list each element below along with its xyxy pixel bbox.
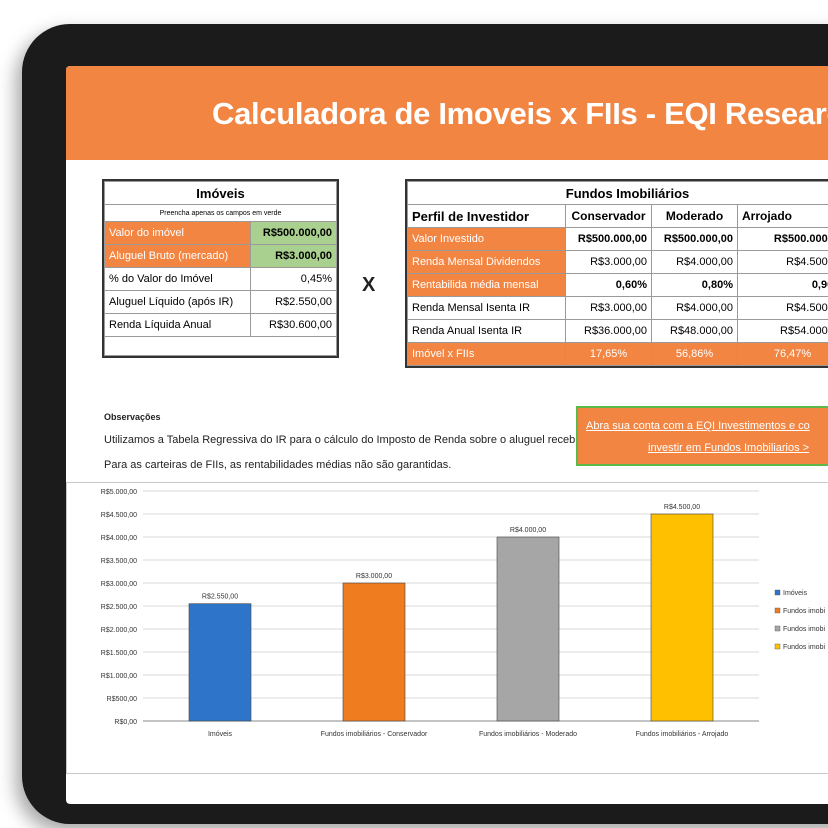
renda-mensal-isenta-conservador: R$3.000,00 — [565, 296, 652, 320]
spreadsheet-screen: Calculadora de Imoveis x FIIs - EQI Rese… — [66, 66, 828, 804]
rentabilidade-arrojado: 0,90% — [736, 273, 828, 297]
y-tick-label: R$3.000,00 — [101, 581, 137, 588]
renda-mensal-isenta-label: Renda Mensal Isenta IR — [407, 296, 566, 320]
renda-mensal-isenta-arrojado: R$4.500,00 — [736, 296, 828, 320]
legend-label: Fundos imobi — [783, 644, 825, 651]
aluguel-bruto-label: Aluguel Bruto (mercado) — [103, 244, 252, 268]
imoveis-header: Imóveis — [104, 181, 337, 205]
observacoes-title: Observações — [104, 412, 161, 422]
y-tick-label: R$5.000,00 — [101, 489, 137, 496]
valor-imovel-input[interactable]: R$500.000,00 — [250, 221, 337, 245]
x-tick-label: Fundos imobiliários - Arrojado — [636, 731, 729, 738]
rentabilidade-moderado: 0,80% — [651, 273, 738, 297]
chart-bar — [496, 536, 560, 722]
legend-swatch — [774, 607, 781, 614]
valor-investido-moderado: R$500.000,00 — [651, 227, 738, 251]
imovel-x-fiis-arrojado: 76,47% — [736, 342, 828, 366]
imovel-x-fiis-label: Imóvel x FIIs — [407, 342, 566, 366]
chart-bar — [650, 513, 714, 722]
valor-investido-label: Valor Investido — [407, 227, 566, 251]
percent-valor-label: % do Valor do Imóvel — [103, 267, 252, 291]
renda-anual-isenta-arrojado: R$54.000,00 — [736, 319, 828, 343]
data-label: R$3.000,00 — [356, 573, 392, 580]
aluguel-bruto-input[interactable]: R$3.000,00 — [250, 244, 337, 268]
aluguel-liquido-label: Aluguel Líquido (após IR) — [103, 290, 252, 314]
legend-swatch — [774, 643, 781, 650]
legend-swatch — [774, 625, 781, 632]
y-tick-label: R$2.000,00 — [101, 627, 137, 634]
y-tick-label: R$4.500,00 — [101, 512, 137, 519]
observacoes-line-1: Utilizamos a Tabela Regressiva do IR par… — [104, 434, 593, 446]
renda-anual-isenta-conservador: R$36.000,00 — [565, 319, 652, 343]
chart-bar — [342, 582, 406, 722]
renda-mensal-arrojado: R$4.500,00 — [736, 250, 828, 274]
chart-bar — [188, 603, 252, 722]
renda-anual-isenta-label: Renda Anual Isenta IR — [407, 319, 566, 343]
versus-sign: X — [362, 274, 376, 296]
aluguel-liquido-value: R$2.550,00 — [250, 290, 337, 314]
percent-valor-value: 0,45% — [250, 267, 337, 291]
legend-label: Fundos imobi — [783, 608, 825, 615]
open-account-link-line-2[interactable]: investir em Fundos Imobiliarios > — [648, 442, 810, 454]
page-title: Calculadora de Imoveis x FIIs - EQI Rese… — [212, 96, 828, 131]
renda-mensal-moderado: R$4.000,00 — [651, 250, 738, 274]
col-conservador: Conservador — [565, 204, 652, 228]
perfil-investidor-header: Perfil de Investidor — [407, 204, 566, 228]
y-tick-label: R$2.500,00 — [101, 604, 137, 611]
data-label: R$4.000,00 — [510, 527, 546, 534]
y-tick-label: R$4.000,00 — [101, 535, 137, 542]
renda-anual-label: Renda Líquida Anual — [103, 313, 252, 337]
col-moderado: Moderado — [651, 204, 738, 228]
legend-label: Fundos imobi — [783, 626, 825, 633]
y-tick-label: R$1.000,00 — [101, 673, 137, 680]
data-label: R$2.550,00 — [202, 594, 238, 601]
y-tick-label: R$1.500,00 — [101, 650, 137, 657]
x-tick-label: Imóveis — [208, 731, 233, 738]
renda-mensal-isenta-moderado: R$4.000,00 — [651, 296, 738, 320]
chart-svg: R$0,00 R$500,00 R$1.000,00 R$1.500,00 R$2.00… — [101, 489, 826, 738]
x-tick-label: Fundos imobiliários - Conservador — [321, 731, 428, 738]
valor-investido-arrojado: R$500.000,00 — [736, 227, 828, 251]
renda-mensal-label: Renda Mensal Dividendos — [407, 250, 566, 274]
data-label: R$4.500,00 — [664, 504, 700, 511]
rentabilidade-conservador: 0,60% — [565, 273, 652, 297]
imoveis-note: Preencha apenas os campos em verde — [104, 204, 337, 222]
y-tick-label: R$0,00 — [114, 719, 137, 726]
legend-swatch — [774, 589, 781, 596]
open-account-link-line-1[interactable]: Abra sua conta com a EQI Investimentos e… — [586, 420, 810, 432]
title-banner: Calculadora de Imoveis x FIIs - EQI Rese… — [66, 66, 828, 160]
imovel-x-fiis-moderado: 56,86% — [651, 342, 738, 366]
x-tick-label: Fundos imobiliários - Moderado — [479, 731, 577, 738]
open-account-link[interactable]: Abra sua conta com a EQI Investimentos e… — [576, 406, 828, 466]
y-tick-label: R$3.500,00 — [101, 558, 137, 565]
valor-investido-conservador: R$500.000,00 — [565, 227, 652, 251]
comparison-chart: R$0,00 R$500,00 R$1.000,00 R$1.500,00 R$2.00… — [66, 482, 828, 774]
renda-mensal-conservador: R$3.000,00 — [565, 250, 652, 274]
imovel-x-fiis-conservador: 17,65% — [565, 342, 652, 366]
fundos-table: Fundos Imobiliários Perfil de Investidor… — [405, 179, 828, 368]
y-tick-label: R$500,00 — [107, 696, 137, 703]
imoveis-table: Imóveis Preencha apenas os campos em ver… — [102, 179, 339, 358]
legend-label: Imóveis — [783, 590, 808, 597]
observacoes-line-2: Para as carteiras de FIIs, as rentabilid… — [104, 459, 452, 471]
fundos-header: Fundos Imobiliários — [406, 181, 828, 205]
renda-anual-value: R$30.600,00 — [250, 313, 337, 337]
empty-row — [104, 336, 337, 356]
renda-anual-isenta-moderado: R$48.000,00 — [651, 319, 738, 343]
valor-imovel-label: Valor do imóvel — [103, 221, 252, 245]
col-arrojado: Arrojado — [736, 204, 828, 228]
rentabilidade-label: Rentabilida média mensal — [407, 273, 566, 297]
